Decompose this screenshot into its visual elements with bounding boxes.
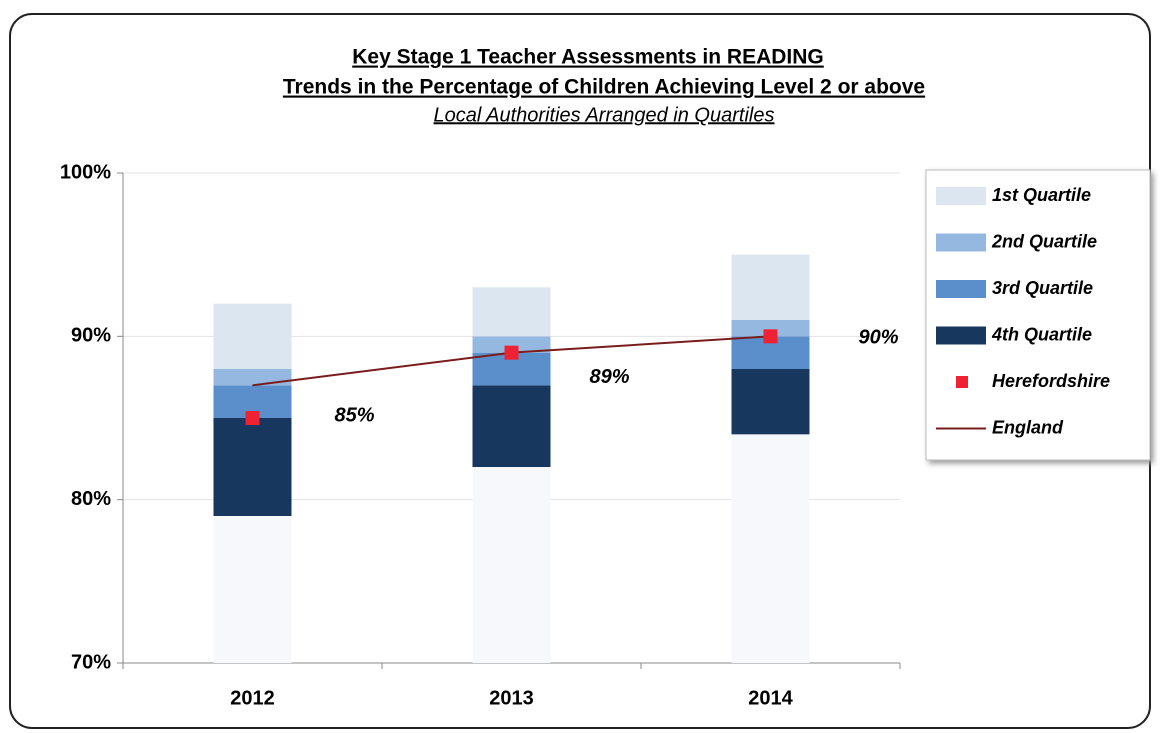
value-label: 90% [859, 327, 899, 349]
legend-label: 1st Quartile [992, 185, 1091, 205]
chart-title: Key Stage 1 Teacher Assessments in READI… [352, 46, 824, 69]
bar-segment [472, 336, 551, 353]
bar-segment [472, 287, 551, 337]
bar-segment [472, 385, 551, 467]
chart-annotation: Local Authorities Arranged in Quartiles [434, 104, 775, 126]
y-tick-label: 70% [71, 651, 111, 673]
legend-label: 3rd Quartile [992, 278, 1093, 298]
y-tick-label: 100% [60, 161, 111, 183]
legend-swatch [956, 376, 968, 388]
bar-segment [472, 467, 551, 663]
y-tick-label: 90% [71, 325, 111, 347]
herefordshire-point [504, 345, 519, 360]
legend-swatch [936, 280, 986, 298]
legend-swatch [936, 233, 986, 252]
legend-swatch [936, 187, 986, 205]
bar-segment [213, 369, 292, 386]
bar-segment [213, 516, 292, 663]
value-label: 89% [590, 366, 630, 388]
legend-swatch [936, 326, 986, 345]
bar-segment [731, 320, 810, 337]
bar-segment [213, 303, 292, 369]
x-tick-label: 2013 [489, 687, 534, 709]
bar-segment [731, 254, 810, 320]
bar-segment [731, 369, 810, 435]
legend-box [925, 169, 1151, 461]
herefordshire-point [763, 329, 778, 344]
value-label: 85% [335, 404, 375, 426]
herefordshire-point [245, 411, 260, 425]
chart-subtitle: Trends in the Percentage of Children Ach… [283, 76, 925, 99]
legend-label: Herefordshire [992, 371, 1110, 391]
legend-label: England [992, 417, 1064, 437]
x-tick-label: 2014 [748, 687, 793, 709]
legend-label: 4th Quartile [991, 324, 1092, 344]
legend-label: 2nd Quartile [991, 231, 1097, 251]
y-tick-label: 80% [71, 488, 111, 510]
bar-segment [731, 434, 810, 663]
x-tick-label: 2012 [230, 687, 275, 709]
bar-segment [213, 418, 292, 516]
